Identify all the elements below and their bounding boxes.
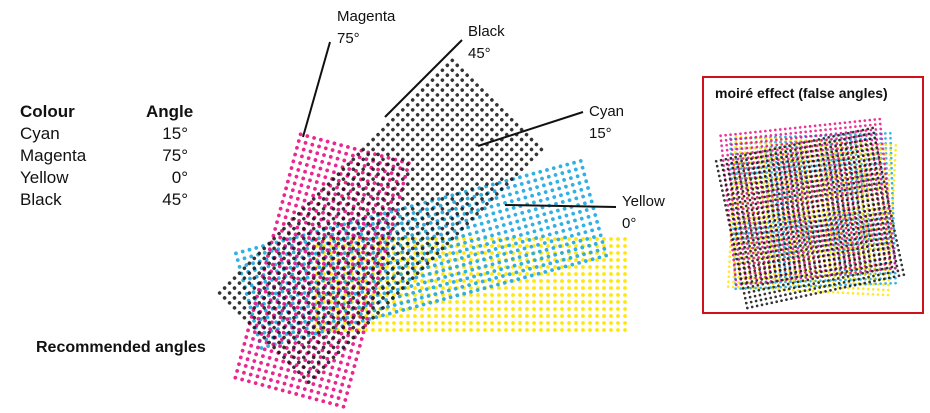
angle-table-row: Black 45°: [20, 189, 188, 211]
colour-cell: Magenta: [20, 146, 87, 165]
moire-title: moiré effect (false angles): [715, 85, 888, 101]
magenta-callout-name: Magenta: [337, 8, 396, 25]
colour-cell: Black: [20, 190, 62, 209]
moire-frame: [702, 76, 924, 314]
black-screen-45deg: [217, 58, 544, 384]
magenta-callout-angle: 75°: [337, 30, 360, 47]
recommended-angles-screens: [217, 58, 627, 409]
angle-column-header: Angle: [146, 102, 194, 121]
angle-cell: 15°: [162, 124, 188, 143]
cyan-callout-angle: 15°: [589, 125, 612, 142]
colour-cell: Cyan: [20, 124, 60, 143]
angle-table-row: Magenta 75°: [20, 145, 188, 167]
colour-cell: Yellow: [20, 168, 69, 187]
black-leader-line: [384, 39, 463, 118]
angle-table-row: Cyan 15°: [20, 123, 188, 145]
yellow-callout-name: Yellow: [622, 193, 665, 210]
moire-magenta-screen: [719, 117, 897, 287]
black-callout-name: Black: [468, 23, 505, 40]
moire-black-screen: [714, 126, 906, 310]
black-callout-angle: 45°: [468, 45, 491, 62]
angle-table: Colour Angle Cyan 15° Magenta 75° Yellow…: [20, 101, 194, 211]
angle-table-header: Colour Angle: [20, 101, 194, 123]
diagram-caption: Recommended angles: [36, 339, 206, 356]
angle-cell: 0°: [171, 168, 188, 187]
moire-screens: [714, 117, 906, 310]
yellow-leader-line: [504, 204, 617, 208]
magenta-leader-line: [302, 41, 331, 138]
angle-cell: 45°: [162, 190, 188, 209]
colour-column-header: Colour: [20, 102, 75, 121]
angle-cell: 75°: [162, 146, 188, 165]
yellow-callout-angle: 0°: [622, 215, 636, 232]
angle-table-row: Yellow 0°: [20, 167, 188, 189]
cyan-leader-line: [477, 111, 584, 147]
cyan-callout-name: Cyan: [589, 103, 624, 120]
